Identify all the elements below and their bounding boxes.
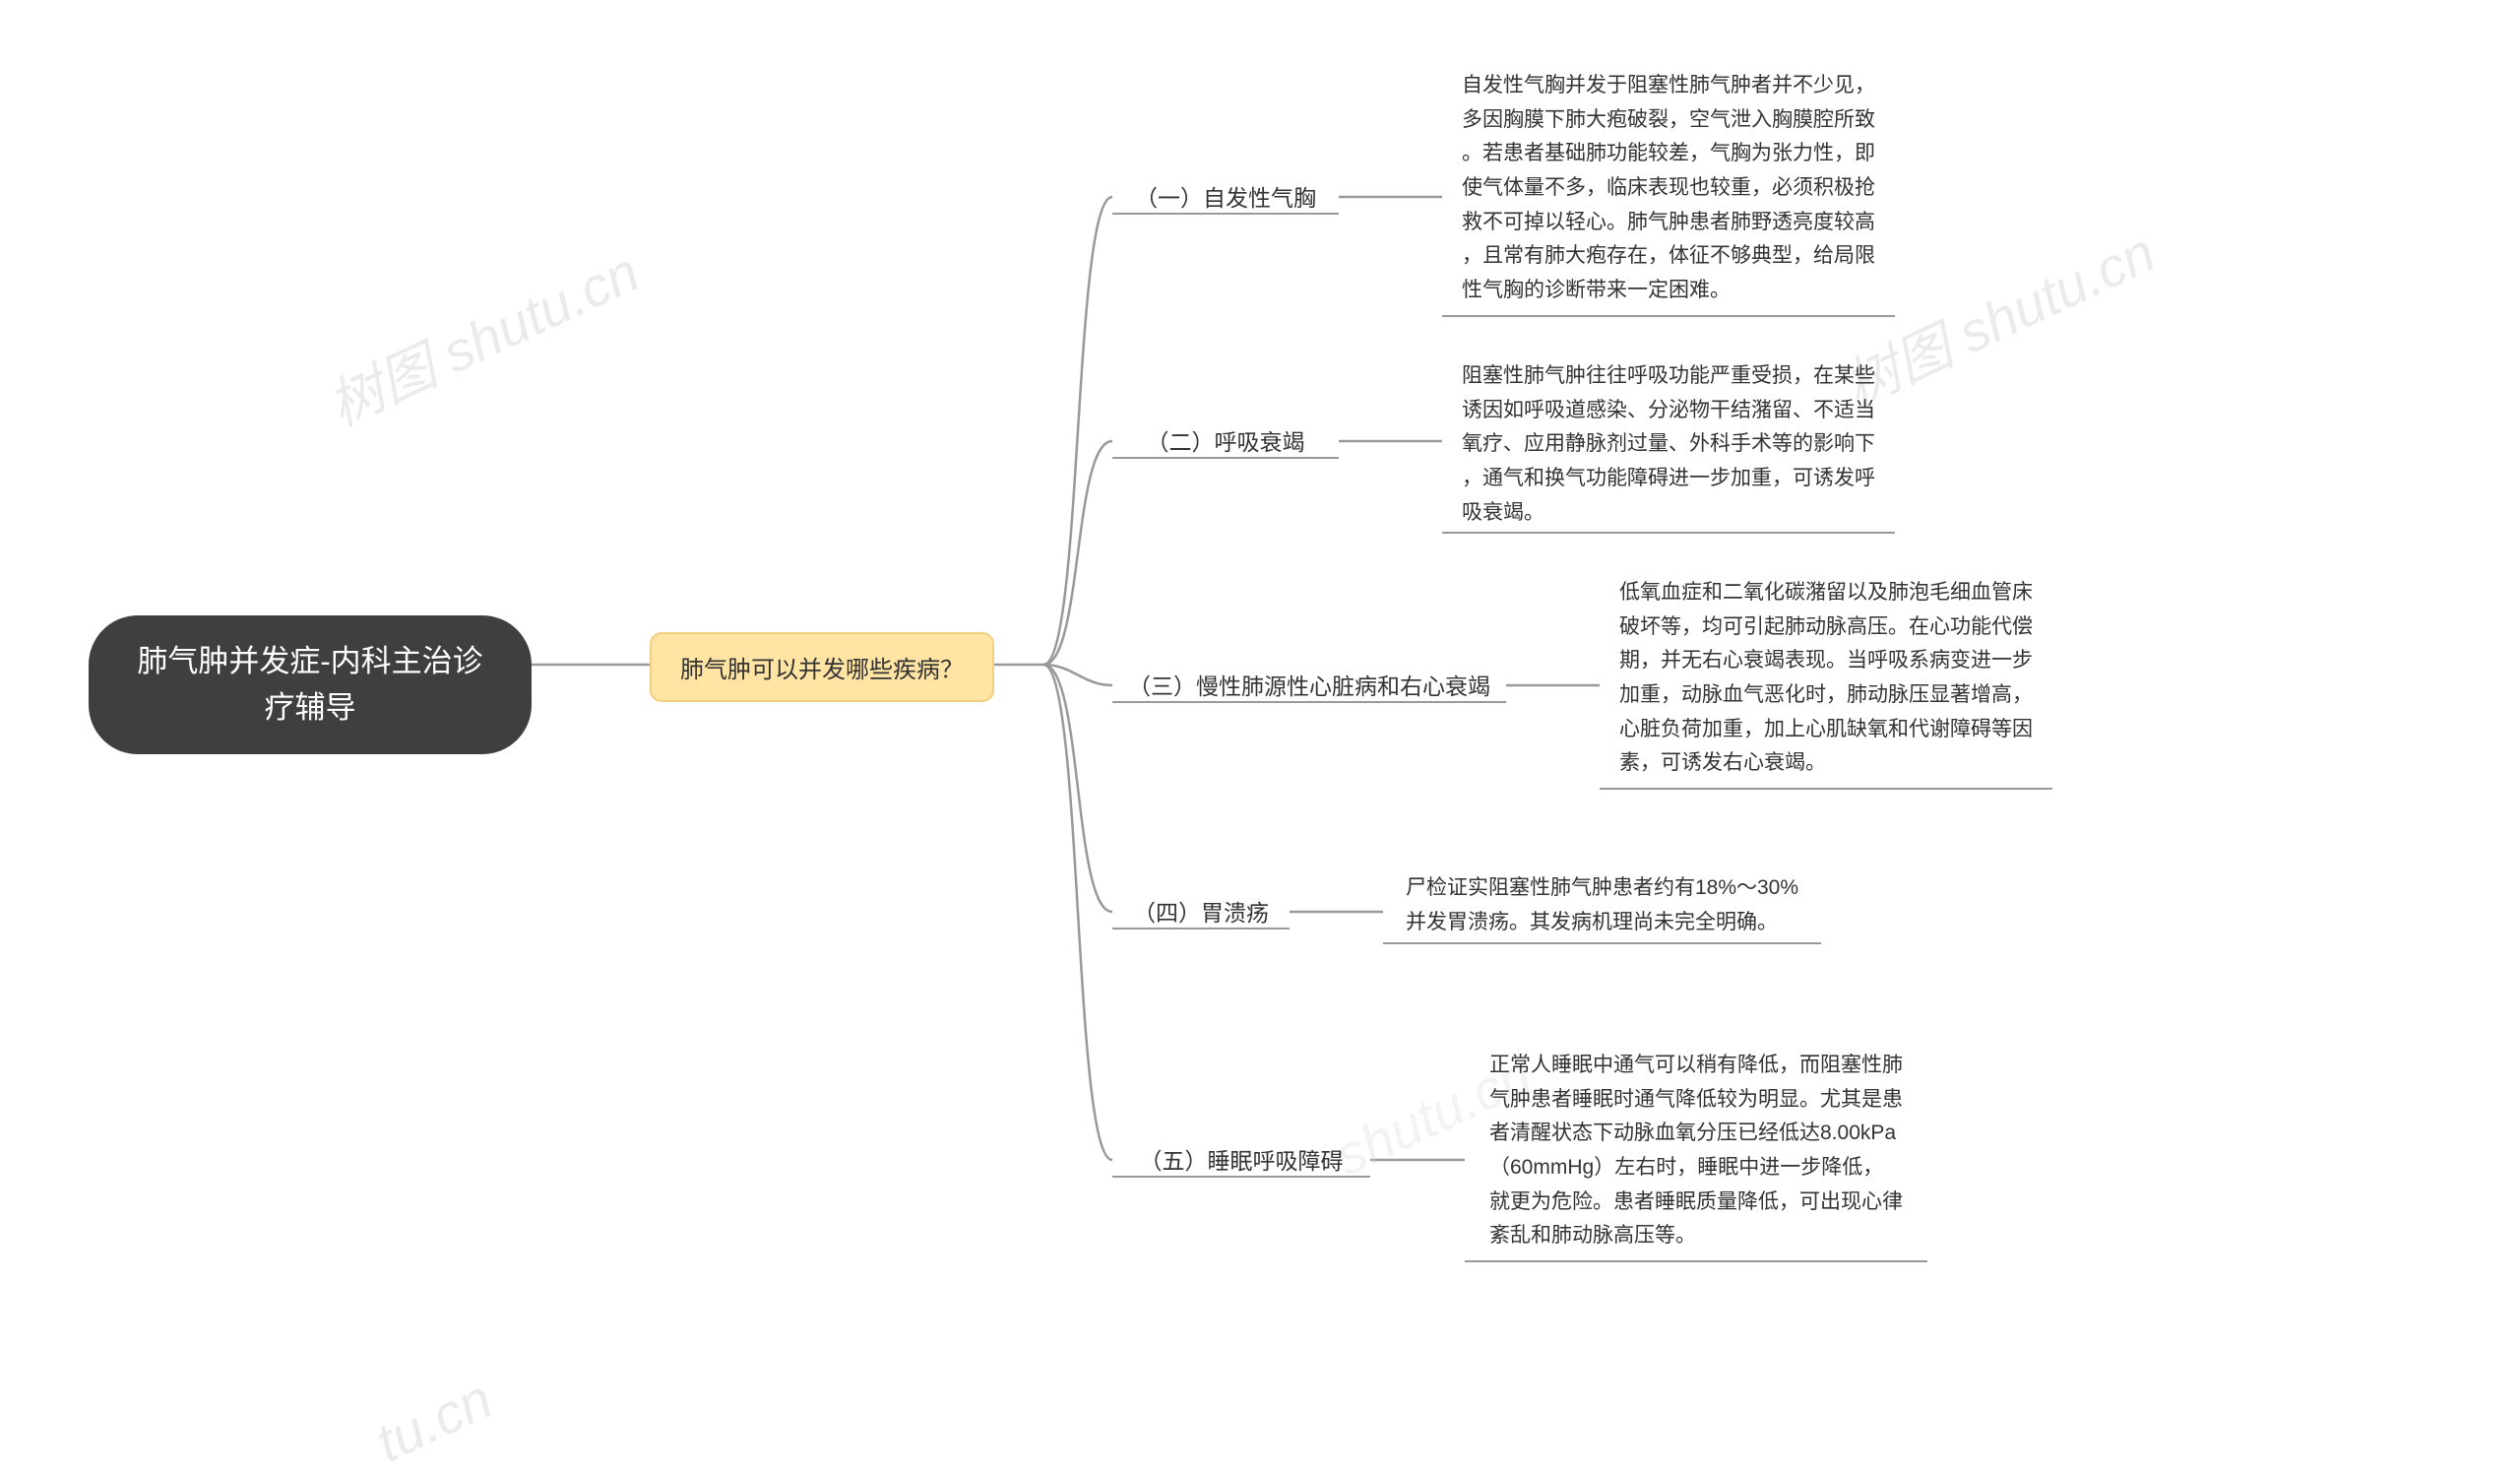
branch-1-desc-underline — [1442, 315, 1895, 317]
root-line1: 肺气肿并发症-内科主治诊 — [137, 644, 482, 678]
branch-1-desc: 自发性气胸并发于阻塞性肺气肿者并不少见， 多因胸膜下肺大疱破裂，空气泄入胸膜腔所… — [1442, 69, 1895, 317]
branch-3-desc-underline — [1600, 788, 2052, 790]
sub-label: 肺气肿可以并发哪些疾病？ — [680, 650, 964, 684]
branch-4-underline — [1112, 928, 1290, 930]
branch-2-desc-underline — [1442, 532, 1895, 534]
branch-5-underline — [1112, 1176, 1370, 1178]
branch-2-desc: 阻塞性肺气肿往往呼吸功能严重受损，在某些 诱因如呼吸道感染、分泌物干结潴留、不适… — [1442, 359, 1895, 540]
root-node[interactable]: 肺气肿并发症-内科主治诊 疗辅导 — [89, 615, 532, 754]
watermark: tu.cn — [366, 1366, 502, 1474]
branch-3-desc: 低氧血症和二氧化碳潴留以及肺泡毛细血管床 破坏等，均可引起肺动脉高压。在心功能代… — [1600, 576, 2052, 791]
branch-4-desc-underline — [1383, 942, 1821, 944]
sub-node[interactable]: 肺气肿可以并发哪些疾病？ — [650, 632, 994, 702]
branch-1-underline — [1112, 213, 1339, 215]
branch-3-underline — [1112, 701, 1506, 703]
mindmap-canvas: 树图 shutu.cn 树图 shutu.cn tu.cn shutu.cn 肺… — [0, 0, 2520, 1446]
branch-4-desc: 尸检证实阻塞性肺气肿患者约有18%～30% 并发胃溃疡。其发病机理尚未完全明确。 — [1383, 871, 1821, 949]
branch-5-desc: 正常人睡眠中通气可以稍有降低，而阻塞性肺 气肿患者睡眠时通气降低较为明显。尤其是… — [1465, 1049, 1927, 1263]
watermark: 树图 shutu.cn — [314, 228, 651, 442]
branch-5-desc-underline — [1465, 1260, 1927, 1262]
root-line2: 疗辅导 — [264, 690, 355, 725]
branch-2-underline — [1112, 457, 1339, 459]
